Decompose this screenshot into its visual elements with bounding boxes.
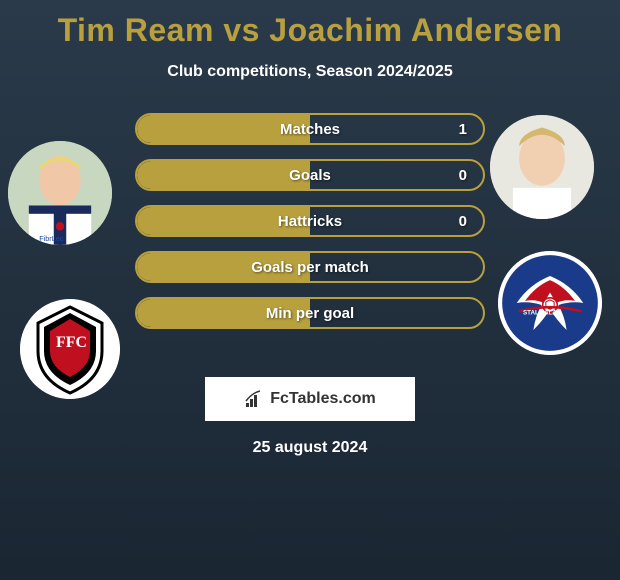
stat-value: 0 bbox=[459, 213, 467, 230]
stat-label: Min per goal bbox=[137, 305, 483, 322]
stat-row-gpm: Goals per match bbox=[135, 251, 485, 283]
player-right-icon bbox=[490, 115, 594, 219]
stat-label: Goals bbox=[137, 167, 483, 184]
svg-text:FibrLec: FibrLec bbox=[39, 234, 64, 243]
player-left-avatar: FibrLec bbox=[8, 141, 112, 245]
player-right-avatar bbox=[490, 115, 594, 219]
stat-value: 1 bbox=[459, 121, 467, 138]
svg-text:STAL PALAC: STAL PALAC bbox=[523, 309, 562, 316]
club-right-badge: STAL PALAC bbox=[498, 251, 602, 355]
stat-label: Goals per match bbox=[137, 259, 483, 276]
club-left-badge: FFC bbox=[20, 299, 120, 399]
stat-row-goals: Goals 0 bbox=[135, 159, 485, 191]
stat-row-mpg: Min per goal bbox=[135, 297, 485, 329]
stat-row-hattricks: Hattricks 0 bbox=[135, 205, 485, 237]
watermark-badge: FcTables.com bbox=[205, 377, 415, 421]
club-left-icon: FFC bbox=[20, 299, 120, 399]
date-text: 25 august 2024 bbox=[0, 439, 620, 457]
svg-text:FFC: FFC bbox=[56, 334, 87, 351]
page-title: Tim Ream vs Joachim Andersen bbox=[0, 0, 620, 49]
stat-value: 0 bbox=[459, 167, 467, 184]
watermark-text: FcTables.com bbox=[270, 390, 376, 408]
stat-label: Hattricks bbox=[137, 213, 483, 230]
content-area: FibrLec FFC STAL PALAC bbox=[0, 113, 620, 457]
player-left-icon: FibrLec bbox=[8, 141, 112, 245]
watermark-icon bbox=[244, 389, 264, 409]
club-right-icon: STAL PALAC bbox=[498, 251, 602, 355]
stat-row-matches: Matches 1 bbox=[135, 113, 485, 145]
stat-label: Matches bbox=[137, 121, 483, 138]
page-subtitle: Club competitions, Season 2024/2025 bbox=[0, 63, 620, 81]
stats-list: Matches 1 Goals 0 Hattricks 0 Goals per … bbox=[135, 113, 485, 329]
